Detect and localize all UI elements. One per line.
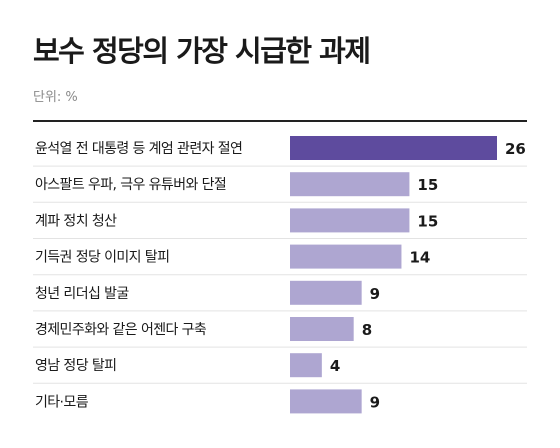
category-label: 청년 리더십 발굴 <box>35 286 129 302</box>
value-label: 26 <box>505 140 526 158</box>
bar <box>290 317 354 341</box>
bar <box>290 353 322 378</box>
bar <box>290 208 410 233</box>
value-label: 8 <box>362 321 372 339</box>
category-label: 기타·모름 <box>35 394 89 410</box>
category-label: 기득권 정당 이미지 탈피 <box>35 250 169 266</box>
header-divider <box>33 120 527 122</box>
value-label: 14 <box>409 249 430 267</box>
category-label: 경제민주화와 같은 어젠다 구축 <box>35 322 207 338</box>
bar <box>290 244 402 269</box>
value-label: 15 <box>417 212 438 230</box>
bar <box>290 172 410 197</box>
category-label: 영남 정당 탈피 <box>35 358 116 374</box>
bar <box>290 136 497 160</box>
chart-title: 보수 정당의 가장 시급한 과제 <box>33 34 371 68</box>
value-label: 9 <box>370 285 380 303</box>
value-label: 15 <box>417 176 438 194</box>
bar <box>290 280 362 305</box>
category-label: 계파 정치 청산 <box>35 213 117 229</box>
category-label: 아스팔트 우파, 극우 유튜버와 단절 <box>35 177 226 193</box>
unit-label: 단위: % <box>33 90 78 105</box>
value-label: 9 <box>370 393 380 411</box>
bar <box>290 389 362 414</box>
value-label: 4 <box>330 357 340 375</box>
category-label: 윤석열 전 대통령 등 계엄 관련자 절연 <box>35 141 242 157</box>
